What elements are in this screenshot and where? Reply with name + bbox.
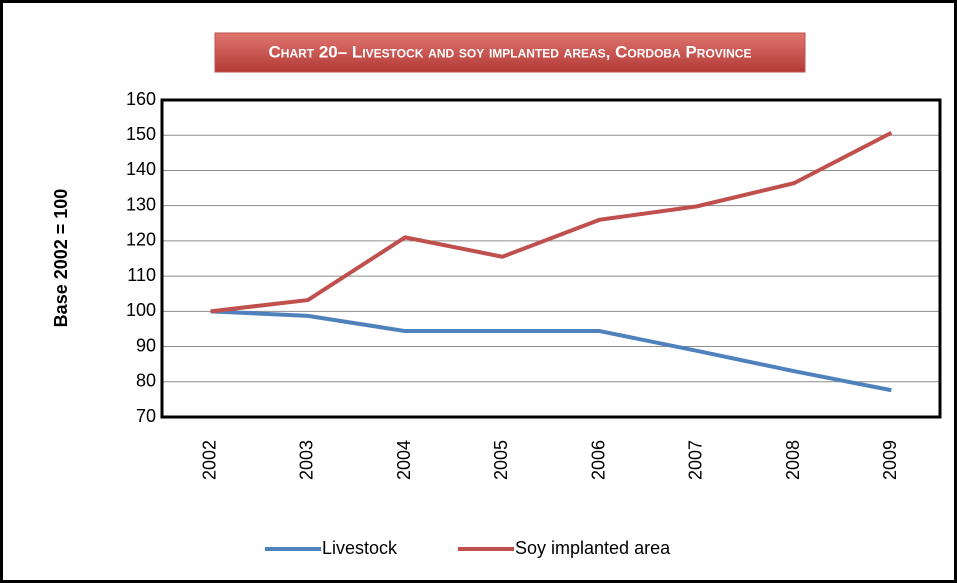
x-tick-label: 2007	[686, 440, 706, 480]
y-tick-label: 80	[136, 371, 156, 391]
x-tick-label: 2004	[394, 440, 414, 480]
y-tick-label: 110	[127, 265, 156, 285]
x-tick-label: 2009	[880, 440, 900, 480]
x-tick-label: 2006	[588, 440, 608, 480]
y-tick-label: 150	[126, 124, 156, 144]
legend-label: Soy implanted area	[515, 538, 671, 558]
y-tick-label: 70	[136, 406, 156, 426]
x-tick-label: 2003	[297, 440, 317, 480]
legend-label: Livestock	[322, 538, 398, 558]
chart-title: Chart 20– Livestock and soy implanted ar…	[269, 42, 752, 61]
y-axis-label: Base 2002 = 100	[51, 189, 71, 328]
y-tick-label: 140	[126, 159, 156, 179]
y-tick-label: 130	[126, 194, 156, 214]
x-tick-label: 2002	[199, 440, 219, 480]
x-tick-label: 2005	[491, 440, 511, 480]
y-tick-label: 120	[126, 230, 156, 250]
y-tick-label: 90	[136, 335, 156, 355]
plot-border	[160, 98, 942, 419]
line-series	[210, 130, 893, 314]
y-tick-label: 160	[126, 89, 156, 109]
y-tick-label: 100	[126, 300, 156, 320]
title-box	[214, 32, 806, 73]
x-tick-label: 2008	[783, 440, 803, 480]
line-series	[210, 309, 892, 393]
